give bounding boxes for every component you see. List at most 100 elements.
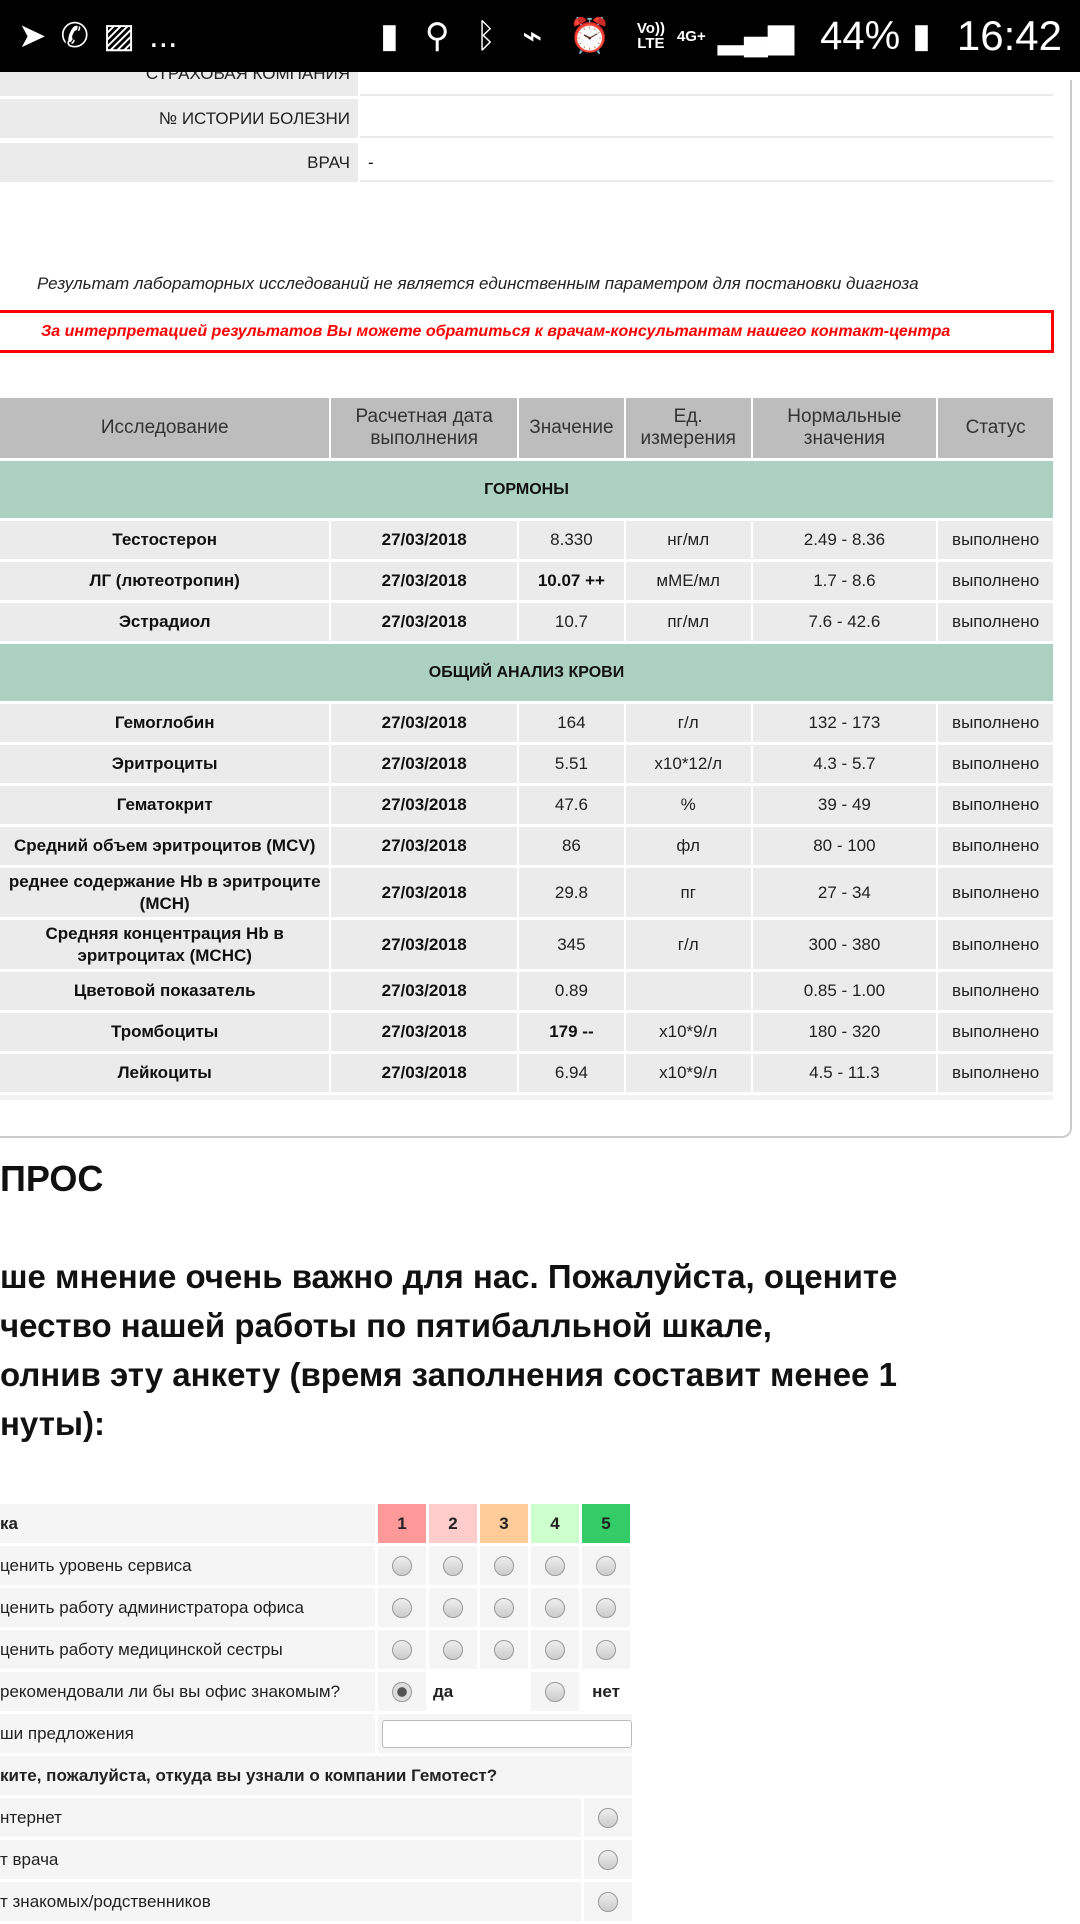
- cell-value: 10.7: [519, 603, 624, 641]
- radio-score-3[interactable]: [494, 1555, 514, 1576]
- yes-cell: [378, 1672, 426, 1711]
- cell-value: 29.8: [519, 868, 624, 917]
- network-type: 4G+: [676, 27, 706, 45]
- cell-unit: %: [625, 786, 751, 824]
- info-row-doctor: ВРАЧ -: [0, 143, 1053, 182]
- table-row: Лейкоциты 27/03/2018 6.94 x10*9/л 4.5 - 11.3…: [0, 1054, 1053, 1092]
- radio-source[interactable]: [598, 1849, 618, 1870]
- cell-range: 7.6 - 42.6: [752, 603, 937, 641]
- cell-value: 164: [519, 704, 624, 742]
- cell-range: 1.7 - 8.6: [752, 562, 937, 600]
- signal-icon: ▂▄▆: [717, 17, 795, 55]
- cell-range: 4.3 - 5.7: [752, 745, 937, 783]
- cell-date: 27/03/2018: [331, 972, 518, 1010]
- radio-score-4[interactable]: [545, 1555, 565, 1576]
- battery-saver-icon: ▮: [380, 17, 399, 55]
- radio-score-1[interactable]: [392, 1639, 412, 1660]
- cell-unit: г/л: [625, 704, 751, 742]
- cell-value: 5.51: [519, 745, 624, 783]
- suggestions-label: ши предложения: [0, 1714, 375, 1753]
- cell-status: выполнено: [938, 786, 1053, 824]
- radio-source[interactable]: [598, 1807, 618, 1828]
- score-cell: [480, 1588, 528, 1627]
- table-row: Средний объем эритроцитов (MCV) 27/03/201…: [0, 827, 1053, 865]
- radio-score-4[interactable]: [545, 1639, 565, 1660]
- cell-value: 8.330: [519, 521, 624, 559]
- gallery-icon: ▨: [103, 17, 136, 55]
- radio-score-5[interactable]: [596, 1597, 616, 1618]
- radio-no[interactable]: [545, 1681, 565, 1702]
- score-cell: [480, 1630, 528, 1669]
- source-row: т врача: [0, 1840, 632, 1879]
- bluetooth-icon: ᛒ: [475, 16, 497, 55]
- cell-unit: x10*12/л: [625, 745, 751, 783]
- clock: 16:42: [956, 12, 1062, 59]
- score-header-2: 2: [429, 1504, 477, 1543]
- table-footer: [0, 1095, 1053, 1100]
- cell-test: Лейкоциты: [0, 1054, 330, 1092]
- cell-unit: пг/мл: [625, 603, 751, 641]
- source-row: т знакомых/родственников: [0, 1882, 632, 1921]
- suggestions-input[interactable]: [382, 1719, 632, 1748]
- cell-status: выполнено: [938, 868, 1053, 917]
- battery-percent: 44%: [820, 13, 901, 58]
- cell-status: выполнено: [938, 1054, 1053, 1092]
- radio-score-2[interactable]: [443, 1597, 463, 1618]
- section-header: ГОРМОНЫ: [0, 461, 1053, 518]
- col-unit: Ед. измерения: [625, 398, 751, 458]
- cell-status: выполнено: [938, 972, 1053, 1010]
- radio-score-2[interactable]: [443, 1639, 463, 1660]
- radio-score-5[interactable]: [596, 1555, 616, 1576]
- radio-score-4[interactable]: [545, 1597, 565, 1618]
- cell-date: 27/03/2018: [331, 1013, 518, 1051]
- score-cell: [378, 1546, 426, 1585]
- cell-date: 27/03/2018: [331, 521, 518, 559]
- cell-value: 0.89: [519, 972, 624, 1010]
- score-cell: [582, 1546, 630, 1585]
- survey-form: ка 1 2 3 4 5 ценить уровень сервиса ценить рабо…: [0, 1504, 632, 1924]
- rating-label: ценить работу администратора офиса: [0, 1588, 375, 1627]
- status-bar: ➤ ✆ ▨ ... ▮ ⚲ ᛒ ⌁ ⏰ Vo)) LTE 4G+ ▂▄▆ 44% …: [0, 0, 1080, 72]
- yes-label: да: [429, 1672, 528, 1711]
- radio-yes[interactable]: [392, 1681, 412, 1702]
- score-cell: [378, 1588, 426, 1627]
- radio-score-2[interactable]: [443, 1555, 463, 1576]
- cell-value: 6.94: [519, 1054, 624, 1092]
- score-cell: [531, 1546, 579, 1585]
- radio-score-3[interactable]: [494, 1597, 514, 1618]
- score-header-5: 5: [582, 1504, 630, 1543]
- cell-test: Эстрадиол: [0, 603, 330, 641]
- table-row: Тестостерон 27/03/2018 8.330 нг/мл 2.49 - 8.…: [0, 521, 1053, 559]
- table-row: Эстрадиол 27/03/2018 10.7 пг/мл 7.6 - 42.6 вы…: [0, 603, 1053, 641]
- cell-date: 27/03/2018: [331, 868, 518, 917]
- col-status: Статус: [938, 398, 1053, 458]
- radio-score-1[interactable]: [392, 1555, 412, 1576]
- cell-test: Эритроциты: [0, 745, 330, 783]
- radio-score-5[interactable]: [596, 1639, 616, 1660]
- cell-test: Тромбоциты: [0, 1013, 330, 1051]
- cell-test: ЛГ (лютеотропин): [0, 562, 330, 600]
- cell-test: Гемоглобин: [0, 704, 330, 742]
- disclaimer-text: Результат лабораторных исследований не я…: [37, 274, 919, 293]
- section-header: ОБЩИЙ АНАЛИЗ КРОВИ: [0, 644, 1053, 701]
- rating-row: ценить работу администратора офиса: [0, 1588, 632, 1627]
- results-card: [0, 80, 1072, 1138]
- cell-status: выполнено: [938, 827, 1053, 865]
- source-cell: [584, 1798, 632, 1837]
- info-row-insurance: СТРАХОВАЯ КОМПАНИЯ: [0, 72, 1053, 96]
- cell-test: реднее содержание Hb в эритроците (MCH): [0, 868, 330, 917]
- info-row-history: № ИСТОРИИ БОЛЕЗНИ: [0, 99, 1053, 138]
- source-question: ките, пожалуйста, откуда вы узнали о ком…: [0, 1756, 632, 1795]
- alarm-icon: ⏰: [568, 17, 611, 55]
- col-range: Нормальные значения: [752, 398, 937, 458]
- cell-range: 0.85 - 1.00: [752, 972, 937, 1010]
- survey-intro: ше мнение очень важно для нас. Пожалуйст…: [0, 1258, 898, 1442]
- more-notifications: ...: [149, 16, 178, 55]
- table-row: Цветовой показатель 27/03/2018 0.89 0.85 - …: [0, 972, 1053, 1010]
- radio-source[interactable]: [598, 1891, 618, 1912]
- radio-score-3[interactable]: [494, 1639, 514, 1660]
- cell-test: Средняя концентрация Hb в эритроцитах (M…: [0, 920, 330, 969]
- score-cell: [531, 1588, 579, 1627]
- cell-unit: [625, 972, 751, 1010]
- radio-score-1[interactable]: [392, 1597, 412, 1618]
